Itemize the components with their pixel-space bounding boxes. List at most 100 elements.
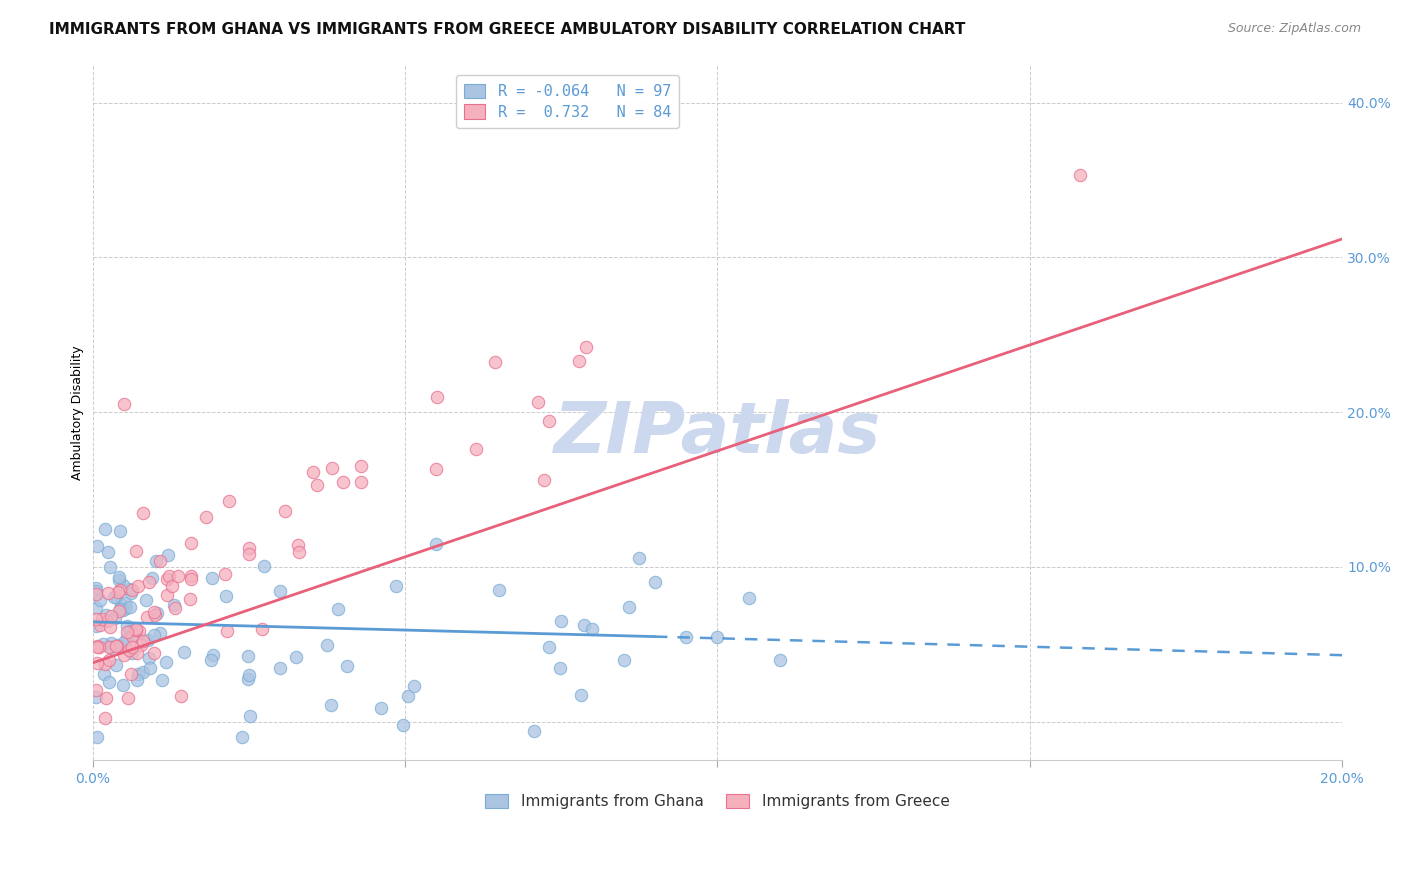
Point	[108, 573, 131, 587]
Point	[131, 638, 153, 652]
Point	[537, 414, 560, 428]
Point	[163, 599, 186, 613]
Point	[332, 475, 354, 489]
Point	[120, 586, 142, 600]
Point	[108, 524, 131, 539]
Point	[533, 473, 555, 487]
Point	[252, 622, 274, 636]
Point	[236, 648, 259, 663]
Point	[572, 617, 595, 632]
Point	[84, 612, 107, 626]
Point	[120, 666, 142, 681]
Point	[125, 544, 148, 558]
Point	[145, 554, 167, 568]
Point	[170, 689, 193, 703]
Point	[426, 390, 449, 404]
Point	[150, 673, 173, 687]
Point	[538, 640, 561, 655]
Point	[93, 667, 115, 681]
Point	[96, 586, 118, 600]
Point	[84, 690, 107, 704]
Point	[328, 602, 350, 616]
Point	[180, 536, 202, 550]
Point	[103, 590, 125, 604]
Point	[118, 600, 141, 615]
Point	[201, 571, 224, 585]
Point	[125, 623, 148, 637]
Point	[127, 579, 149, 593]
Point	[194, 510, 217, 524]
Point	[142, 605, 165, 619]
Point	[238, 548, 260, 562]
Point	[146, 606, 169, 620]
Point	[135, 593, 157, 607]
Point	[105, 638, 128, 652]
Point	[86, 539, 108, 553]
Point	[115, 600, 138, 615]
Point	[402, 679, 425, 693]
Y-axis label: Ambulatory Disability: Ambulatory Disability	[72, 345, 84, 480]
Point	[127, 673, 149, 688]
Point	[97, 674, 120, 689]
Point	[350, 459, 373, 474]
Point	[156, 573, 179, 587]
Point	[108, 570, 131, 584]
Text: ZIPatlas: ZIPatlas	[554, 399, 882, 467]
Point	[269, 660, 291, 674]
Point	[484, 354, 506, 368]
Point	[143, 628, 166, 642]
Point	[94, 691, 117, 706]
Point	[523, 724, 546, 739]
Point	[112, 635, 135, 649]
Point	[132, 634, 155, 648]
Point	[111, 578, 134, 592]
Text: Source: ZipAtlas.com: Source: ZipAtlas.com	[1227, 22, 1361, 36]
Point	[706, 630, 728, 644]
Point	[238, 541, 260, 556]
Point	[214, 567, 236, 582]
Point	[100, 640, 122, 655]
Point	[274, 504, 297, 518]
Point	[138, 650, 160, 665]
Point	[84, 583, 107, 598]
Point	[527, 395, 550, 409]
Point	[201, 648, 224, 662]
Point	[217, 624, 239, 638]
Point	[131, 506, 153, 520]
Point	[239, 709, 262, 723]
Point	[117, 691, 139, 706]
Point	[155, 655, 177, 669]
Point	[110, 601, 132, 615]
Point	[86, 639, 108, 653]
Point	[167, 569, 190, 583]
Point	[118, 582, 141, 596]
Point	[285, 649, 308, 664]
Text: IMMIGRANTS FROM GHANA VS IMMIGRANTS FROM GREECE AMBULATORY DISABILITY CORRELATIO: IMMIGRANTS FROM GHANA VS IMMIGRANTS FROM…	[49, 22, 966, 37]
Point	[464, 442, 486, 456]
Point	[142, 646, 165, 660]
Point	[253, 558, 276, 573]
Point	[385, 579, 408, 593]
Point	[84, 619, 107, 633]
Point	[86, 581, 108, 595]
Point	[287, 537, 309, 551]
Point	[160, 579, 183, 593]
Point	[569, 688, 592, 702]
Point	[93, 711, 115, 725]
Point	[124, 627, 146, 641]
Point	[91, 637, 114, 651]
Point	[121, 640, 143, 654]
Point	[115, 619, 138, 633]
Point	[104, 657, 127, 672]
Point	[98, 560, 121, 574]
Point	[97, 640, 120, 654]
Point	[89, 640, 111, 654]
Point	[112, 648, 135, 663]
Legend: Immigrants from Ghana, Immigrants from Greece: Immigrants from Ghana, Immigrants from G…	[479, 788, 956, 815]
Point	[97, 545, 120, 559]
Point	[321, 461, 343, 475]
Point	[644, 575, 666, 590]
Point	[112, 397, 135, 411]
Point	[96, 614, 118, 628]
Point	[550, 614, 572, 628]
